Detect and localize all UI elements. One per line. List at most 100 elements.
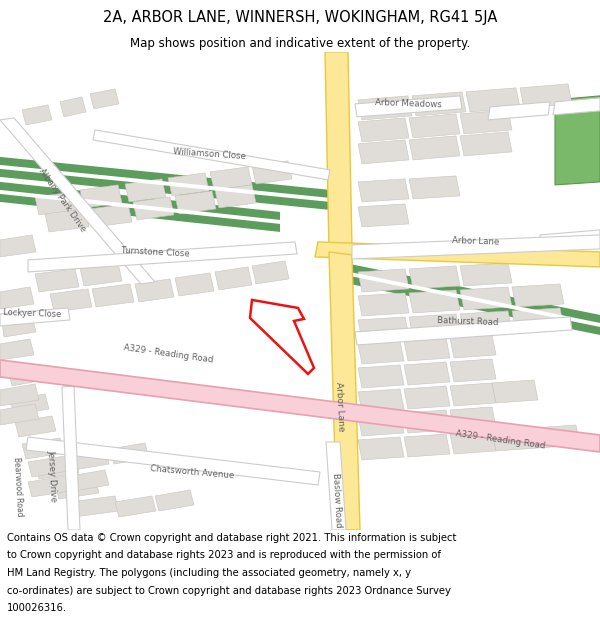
Polygon shape — [488, 102, 550, 120]
Text: to Crown copyright and database rights 2023 and is reproduced with the permissio: to Crown copyright and database rights 2… — [7, 551, 441, 561]
Polygon shape — [92, 284, 134, 307]
Polygon shape — [50, 289, 92, 312]
Polygon shape — [115, 496, 156, 517]
Text: A329 - Reading Road: A329 - Reading Road — [455, 429, 545, 451]
Polygon shape — [35, 192, 79, 215]
Polygon shape — [358, 118, 409, 142]
Polygon shape — [252, 161, 292, 184]
Polygon shape — [0, 404, 39, 425]
Polygon shape — [215, 185, 256, 208]
Text: Albany Park Drive: Albany Park Drive — [37, 167, 87, 233]
Polygon shape — [22, 105, 52, 125]
Polygon shape — [404, 386, 450, 409]
Polygon shape — [55, 478, 99, 499]
Polygon shape — [125, 179, 166, 202]
Polygon shape — [0, 360, 600, 452]
Polygon shape — [133, 197, 174, 220]
Polygon shape — [0, 235, 36, 257]
Text: 100026316.: 100026316. — [7, 603, 67, 613]
Text: Jersey Drive: Jersey Drive — [46, 450, 58, 503]
Polygon shape — [409, 114, 460, 138]
Polygon shape — [412, 92, 466, 116]
Polygon shape — [0, 287, 34, 309]
Polygon shape — [0, 52, 600, 530]
Polygon shape — [355, 317, 572, 345]
Polygon shape — [512, 308, 564, 331]
Polygon shape — [0, 157, 330, 210]
Polygon shape — [358, 179, 409, 202]
Polygon shape — [8, 364, 44, 386]
Polygon shape — [450, 431, 496, 454]
Text: Arbor Lane: Arbor Lane — [334, 382, 346, 432]
Polygon shape — [409, 136, 460, 160]
Polygon shape — [325, 52, 352, 250]
Polygon shape — [358, 293, 409, 316]
Polygon shape — [358, 341, 404, 364]
Polygon shape — [0, 308, 70, 326]
Polygon shape — [540, 230, 600, 247]
Polygon shape — [450, 383, 496, 406]
Polygon shape — [358, 317, 409, 340]
Polygon shape — [355, 96, 462, 117]
Polygon shape — [155, 490, 194, 511]
Polygon shape — [409, 266, 460, 289]
Polygon shape — [553, 98, 600, 115]
Polygon shape — [352, 235, 600, 259]
Polygon shape — [60, 97, 86, 117]
Text: HM Land Registry. The polygons (including the associated geometry, namely x, y: HM Land Registry. The polygons (includin… — [7, 568, 411, 578]
Text: Arbor Lane: Arbor Lane — [452, 236, 500, 246]
Text: Bathurst Road: Bathurst Road — [437, 316, 499, 328]
Polygon shape — [534, 425, 580, 448]
Polygon shape — [555, 96, 600, 185]
Text: Lockyer Close: Lockyer Close — [3, 308, 61, 319]
Polygon shape — [358, 96, 412, 120]
Polygon shape — [0, 118, 155, 284]
Polygon shape — [520, 84, 572, 108]
Polygon shape — [90, 89, 119, 109]
Text: Arbor Meadows: Arbor Meadows — [374, 98, 442, 109]
Polygon shape — [175, 191, 216, 214]
Text: Turnstone Close: Turnstone Close — [121, 246, 190, 258]
Polygon shape — [358, 140, 409, 164]
Polygon shape — [404, 434, 450, 457]
Polygon shape — [70, 496, 119, 517]
Polygon shape — [492, 380, 538, 403]
Text: Contains OS data © Crown copyright and database right 2021. This information is : Contains OS data © Crown copyright and d… — [7, 533, 457, 543]
Polygon shape — [358, 413, 404, 436]
Polygon shape — [450, 359, 496, 382]
Polygon shape — [330, 268, 600, 327]
Polygon shape — [62, 386, 80, 530]
Polygon shape — [168, 173, 209, 196]
Polygon shape — [358, 204, 409, 227]
Text: Bearwood Road: Bearwood Road — [12, 457, 24, 517]
Text: A329 - Reading Road: A329 - Reading Road — [122, 343, 214, 365]
Polygon shape — [0, 182, 280, 232]
Text: Chatsworth Avenue: Chatsworth Avenue — [149, 464, 235, 480]
Polygon shape — [404, 362, 450, 385]
Text: Williamson Close: Williamson Close — [173, 147, 247, 161]
Polygon shape — [80, 263, 122, 286]
Polygon shape — [35, 458, 79, 479]
Polygon shape — [329, 252, 360, 530]
Polygon shape — [70, 449, 109, 470]
Polygon shape — [409, 314, 460, 337]
Text: Map shows position and indicative extent of the property.: Map shows position and indicative extent… — [130, 38, 470, 51]
Polygon shape — [450, 335, 496, 358]
Polygon shape — [358, 437, 404, 460]
Polygon shape — [450, 407, 496, 430]
Polygon shape — [28, 456, 69, 477]
Polygon shape — [466, 88, 520, 112]
Polygon shape — [28, 476, 69, 497]
Polygon shape — [0, 165, 330, 202]
Polygon shape — [404, 338, 450, 361]
Polygon shape — [175, 273, 214, 296]
Polygon shape — [409, 176, 460, 199]
Polygon shape — [110, 443, 149, 464]
Polygon shape — [0, 384, 39, 406]
Polygon shape — [409, 290, 460, 313]
Polygon shape — [330, 260, 600, 335]
Polygon shape — [358, 389, 404, 412]
Polygon shape — [135, 279, 174, 302]
Polygon shape — [90, 204, 132, 227]
Polygon shape — [326, 442, 346, 530]
